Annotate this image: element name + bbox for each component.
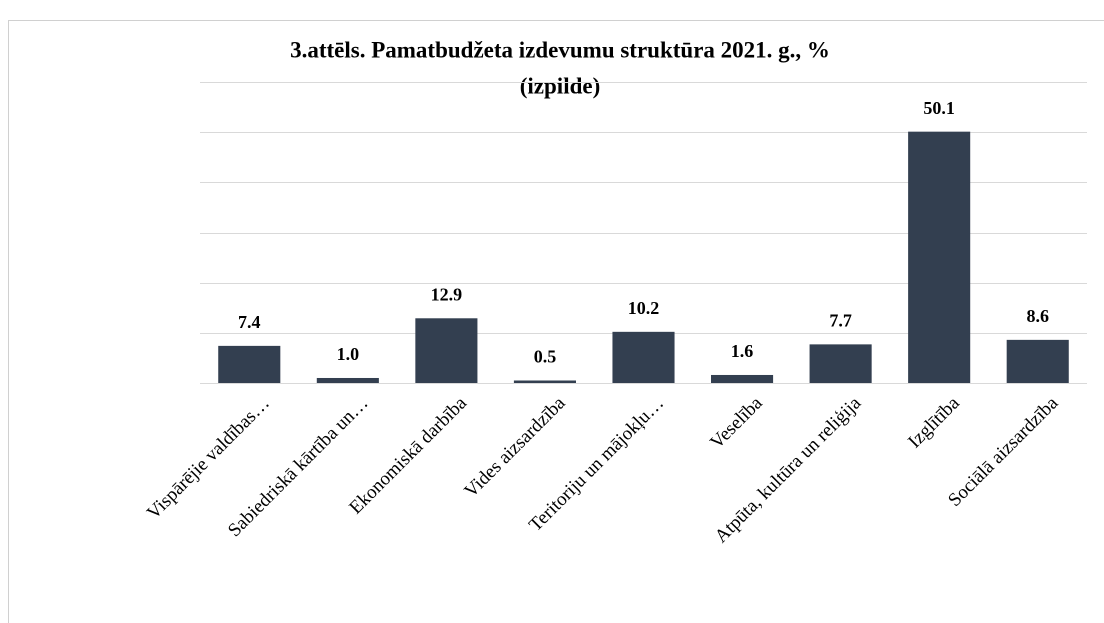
x-tick-label: Veselība [706, 392, 767, 453]
bar [513, 380, 576, 383]
bar [1006, 339, 1069, 383]
value-label: 8.6 [1026, 306, 1049, 326]
value-label: 10.2 [628, 298, 660, 318]
bar [908, 131, 971, 383]
bar [809, 344, 872, 383]
bar [316, 377, 379, 383]
value-label: 7.7 [829, 310, 852, 330]
bar [218, 345, 281, 383]
value-label: 12.9 [431, 284, 463, 304]
value-label: 1.0 [337, 344, 360, 364]
chart-subtitle: (izpilde) [520, 73, 601, 98]
value-label: 0.5 [534, 347, 557, 367]
bar [612, 331, 675, 383]
value-label: 50.1 [923, 98, 955, 118]
chart-title: 3.attēls. Pamatbudžeta izdevumu struktūr… [290, 37, 830, 62]
value-label: 7.4 [238, 312, 261, 332]
x-tick-label: Sociālā aizsardzība [944, 392, 1063, 511]
bar [711, 374, 774, 383]
x-tick-label: Izglītība [904, 392, 964, 452]
chart-frame [8, 20, 1104, 623]
value-label: 1.6 [731, 341, 754, 361]
x-tick-label: Vides aizsardzība [460, 392, 570, 502]
bar [415, 318, 478, 383]
